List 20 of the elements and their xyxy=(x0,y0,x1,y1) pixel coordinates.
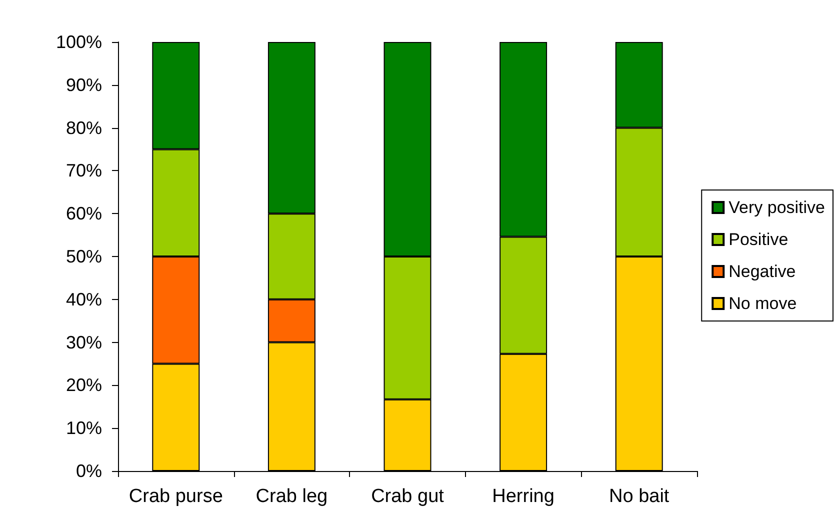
legend-label: Positive xyxy=(728,230,788,249)
x-tick-label: No bait xyxy=(609,486,670,507)
y-tick-label: 100% xyxy=(56,32,102,52)
y-tick-label: 50% xyxy=(66,246,102,266)
y-tick-label: 30% xyxy=(66,332,102,352)
y-tick-label: 60% xyxy=(66,204,102,224)
y-tick-label: 90% xyxy=(66,74,102,95)
y-tick-label: 80% xyxy=(66,118,102,138)
y-tick-label: 0% xyxy=(76,461,102,481)
x-tick-label: Crab gut xyxy=(371,486,445,507)
y-tick-label: 10% xyxy=(66,418,102,438)
y-tick-label: 40% xyxy=(66,289,102,310)
legend-label: Very positive xyxy=(728,198,826,217)
legend-label: No move xyxy=(728,294,797,313)
x-tick-label: Herring xyxy=(492,486,554,507)
x-tick-label: Crab purse xyxy=(128,486,223,507)
y-tick-label: 70% xyxy=(66,160,102,181)
x-tick-label: Crab leg xyxy=(256,486,328,507)
y-tick-label: 20% xyxy=(66,375,102,396)
legend-label: Negative xyxy=(728,262,796,281)
